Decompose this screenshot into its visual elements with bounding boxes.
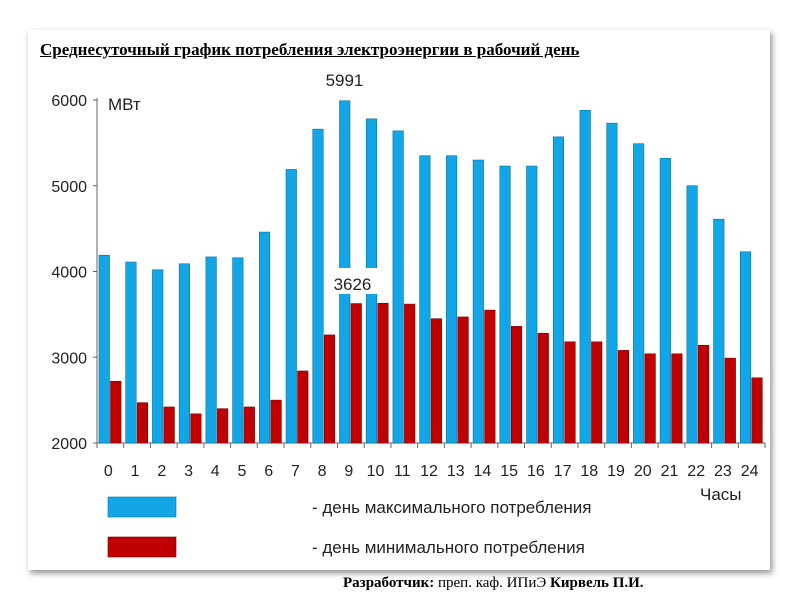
data-label-bg <box>329 268 380 294</box>
bar-min <box>270 399 282 444</box>
footer-label: Разработчик: <box>343 575 435 591</box>
bar-min <box>724 357 736 444</box>
x-tick-label: 24 <box>741 463 759 480</box>
bar-min <box>217 408 229 444</box>
bar-min <box>698 344 710 444</box>
bar-min <box>510 326 523 444</box>
x-tick-label: 10 <box>367 463 385 480</box>
x-tick-label: 21 <box>661 463 679 480</box>
bar-max <box>419 155 431 444</box>
x-tick-label: 4 <box>211 463 220 480</box>
legend-swatch <box>107 496 177 518</box>
bar-max <box>713 218 725 444</box>
x-tick-label: 18 <box>580 463 598 480</box>
x-tick-label: 16 <box>527 463 545 480</box>
x-tick-label: 14 <box>474 463 492 480</box>
x-tick-label: 1 <box>131 463 140 480</box>
y-tick-label: 4000 <box>51 265 87 282</box>
x-tick-label: 9 <box>344 463 353 480</box>
page-title: Среднесуточный график потребления электр… <box>40 40 580 59</box>
bar-min <box>671 353 683 444</box>
bar-min <box>136 402 149 444</box>
bar-min <box>404 303 416 444</box>
bar-min <box>564 341 576 444</box>
bar-min <box>190 413 202 444</box>
bar-max <box>259 231 271 444</box>
x-tick-label: 5 <box>238 463 247 480</box>
bar-min <box>377 302 389 444</box>
x-tick-label: 23 <box>714 463 732 480</box>
bar-max <box>232 257 244 444</box>
bar-max <box>392 130 404 444</box>
bar-max <box>606 122 618 444</box>
bar-min <box>457 316 469 444</box>
y-axis-label: МВт <box>108 95 141 114</box>
x-tick-label: 22 <box>687 463 705 480</box>
x-tick-label: 13 <box>447 463 465 480</box>
x-tick-label: 11 <box>394 463 411 480</box>
x-tick-label: 0 <box>104 463 113 480</box>
data-label-min: 3626 <box>334 275 372 294</box>
x-tick-label: 6 <box>264 463 273 480</box>
bar-min <box>110 380 122 444</box>
bar-max <box>552 136 565 444</box>
x-tick-label: 20 <box>634 463 652 480</box>
bar-min <box>297 370 309 444</box>
y-tick-label: 3000 <box>51 350 87 367</box>
x-tick-label: 7 <box>291 463 300 480</box>
bar-min <box>591 341 603 444</box>
x-tick-label: 19 <box>607 463 625 480</box>
bar-max <box>446 155 458 444</box>
footer-text: преп. каф. ИПиЭ <box>434 575 550 591</box>
bar-max <box>285 169 297 444</box>
bar-max <box>499 165 511 444</box>
x-tick-label: 15 <box>500 463 518 480</box>
x-tick-label: 3 <box>184 463 193 480</box>
bar-max <box>633 143 645 444</box>
bar-max <box>98 254 110 444</box>
bar-min <box>537 332 549 444</box>
y-tick-label: 2000 <box>51 436 87 453</box>
bar-min <box>350 303 362 444</box>
bar-max <box>205 256 217 444</box>
bar-max <box>579 109 591 444</box>
footer-author: Кирвель П.И. <box>550 575 644 591</box>
bar-max <box>659 158 671 444</box>
bar-min <box>617 350 629 444</box>
legend-swatch <box>107 536 177 558</box>
bar-max <box>125 261 137 444</box>
bar-min <box>163 406 175 444</box>
bar-max <box>739 251 752 444</box>
x-tick-label: 17 <box>554 463 572 480</box>
bar-max <box>686 185 698 444</box>
bar-max <box>178 263 190 444</box>
legend-label: - день максимального потребления <box>312 498 592 517</box>
legend-label: - день минимального потребления <box>312 538 585 557</box>
bar-min <box>484 309 496 444</box>
y-tick-label: 5000 <box>51 179 87 196</box>
bar-max <box>472 159 484 444</box>
bar-max <box>312 128 324 444</box>
bar-max <box>526 165 538 444</box>
bar-min <box>243 406 255 444</box>
footer: Разработчик: преп. каф. ИПиЭ Кирвель П.И… <box>343 575 644 592</box>
bar-min <box>644 353 656 444</box>
x-tick-label: 2 <box>157 463 166 480</box>
data-label-max: 5991 <box>326 71 364 90</box>
bar-min <box>430 318 442 444</box>
x-tick-label: 8 <box>318 463 327 480</box>
bar-min <box>323 334 336 444</box>
y-tick-label: 6000 <box>51 93 87 110</box>
bar-max <box>152 269 164 444</box>
x-axis-label: Часы <box>700 485 742 504</box>
bar-min <box>751 377 763 444</box>
x-tick-label: 12 <box>420 463 438 480</box>
